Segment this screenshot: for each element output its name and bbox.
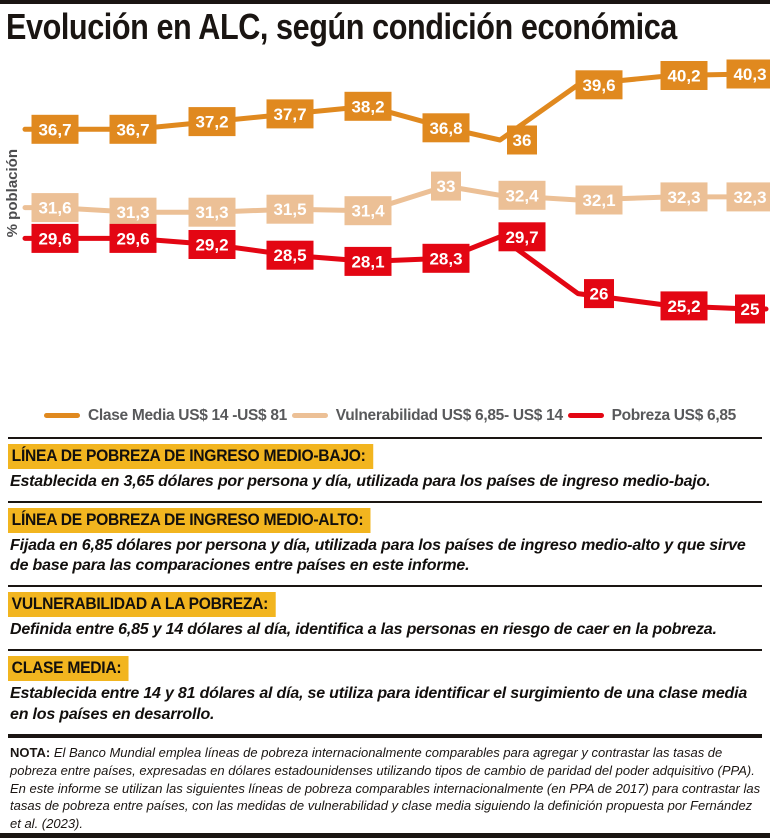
data-label-series0-pt9: 40,3 <box>726 59 770 89</box>
data-label-series1-pt5: 33 <box>431 171 461 201</box>
data-label-series1-pt1: 31,3 <box>109 197 157 227</box>
svg-text:36: 36 <box>513 131 532 150</box>
legend-item-2: Pobreza US$ 6,85 <box>567 406 737 425</box>
data-label-series2-pt5: 28,3 <box>422 243 470 273</box>
data-label-series0-pt0: 36,7 <box>31 114 79 144</box>
svg-text:29,6: 29,6 <box>116 229 149 248</box>
svg-text:38,2: 38,2 <box>351 97 384 116</box>
svg-text:37,2: 37,2 <box>195 112 228 131</box>
chart-canvas: 36,7 36,7 37,2 37,7 38,2 36,8 36 39,6 40,2 40,3 31… <box>22 59 770 324</box>
section-divider <box>8 436 762 439</box>
bottom-rule <box>0 833 770 838</box>
line-chart: 36,7 36,7 37,2 37,7 38,2 36,8 36 39,6 40,2 40,3 31… <box>0 49 770 397</box>
svg-text:25: 25 <box>741 300 760 319</box>
data-label-series1-pt0: 31,6 <box>31 192 79 222</box>
definition-sections: LÍNEA DE POBREZA DE INGRESO MEDIO-BAJO: … <box>0 436 770 834</box>
svg-text:28,1: 28,1 <box>351 252 384 271</box>
svg-text:29,7: 29,7 <box>505 228 538 247</box>
data-label-series0-pt5: 36,8 <box>422 113 470 143</box>
svg-text:36,8: 36,8 <box>429 119 462 138</box>
legend-item-1: Vulnerabilidad US$ 6,85- US$ 14 <box>291 406 563 425</box>
svg-text:31,3: 31,3 <box>116 203 149 222</box>
section-divider <box>8 500 762 503</box>
svg-text:33: 33 <box>437 177 456 196</box>
svg-text:40,2: 40,2 <box>667 66 700 85</box>
nota-divider <box>8 733 762 738</box>
data-label-series1-pt9: 32,3 <box>726 182 770 212</box>
legend-swatch-icon <box>567 413 604 419</box>
data-label-series2-pt4: 28,1 <box>344 246 392 276</box>
svg-text:40,3: 40,3 <box>733 65 766 84</box>
data-label-series1-pt8: 32,3 <box>660 182 708 212</box>
page-title: Evolución en ALC, según condición económ… <box>6 6 677 47</box>
svg-text:29,2: 29,2 <box>195 235 228 254</box>
legend-item-0: Clase Media US$ 14 -US$ 81 <box>44 407 287 425</box>
section-header-vulnerabilidad: VULNERABILIDAD A LA POBREZA: <box>8 592 276 618</box>
chart-legend: Clase Media US$ 14 -US$ 81 Vulnerabilidad… <box>0 397 770 431</box>
svg-text:31,4: 31,4 <box>351 202 385 221</box>
data-label-series0-pt3: 37,7 <box>266 99 314 129</box>
data-label-series0-pt2: 37,2 <box>188 106 236 136</box>
svg-text:37,7: 37,7 <box>273 105 306 124</box>
svg-text:31,3: 31,3 <box>195 203 228 222</box>
data-label-series0-pt8: 40,2 <box>660 60 708 90</box>
data-label-series1-pt7: 32,1 <box>575 185 623 215</box>
svg-text:28,5: 28,5 <box>273 246 306 265</box>
section-body-clase-media: Establecida entre 14 y 81 dólares al día… <box>10 685 748 723</box>
data-label-series2-pt3: 28,5 <box>266 240 314 270</box>
svg-text:25,2: 25,2 <box>667 297 700 316</box>
svg-text:31,6: 31,6 <box>38 198 71 217</box>
svg-text:39,6: 39,6 <box>582 76 615 95</box>
section-divider <box>8 649 762 652</box>
data-label-series2-pt2: 29,2 <box>188 229 236 259</box>
data-label-series1-pt3: 31,5 <box>266 194 314 224</box>
data-label-series1-pt4: 31,4 <box>344 196 392 226</box>
svg-text:32,3: 32,3 <box>667 188 700 207</box>
data-label-series2-pt9: 25 <box>735 294 765 324</box>
data-label-series0-pt6: 36 <box>507 125 537 155</box>
data-label-series1-pt2: 31,3 <box>188 197 236 227</box>
section-header-medio-alto: LÍNEA DE POBREZA DE INGRESO MEDIO-ALTO: <box>8 507 371 533</box>
svg-text:32,3: 32,3 <box>733 188 766 207</box>
data-label-series2-pt6: 29,7 <box>498 222 546 252</box>
svg-text:26: 26 <box>590 284 609 303</box>
legend-label: Pobreza US$ 6,85 <box>611 406 737 424</box>
nota-label: NOTA: <box>10 744 51 760</box>
data-label-series0-pt4: 38,2 <box>344 91 392 121</box>
svg-text:36,7: 36,7 <box>116 120 149 139</box>
data-label-series2-pt0: 29,6 <box>31 223 79 253</box>
nota-text: El Banco Mundial emplea líneas de pobrez… <box>10 744 761 832</box>
data-label-series2-pt8: 25,2 <box>660 291 708 321</box>
legend-label: Clase Media US$ 14 -US$ 81 <box>88 406 287 424</box>
section-body-vulnerabilidad: Definida entre 6,85 y 14 dólares al día,… <box>10 621 717 639</box>
svg-text:29,6: 29,6 <box>38 229 71 248</box>
section-header-medio-bajo: LÍNEA DE POBREZA DE INGRESO MEDIO-BAJO: <box>8 443 373 469</box>
data-label-series2-pt7: 26 <box>584 278 614 308</box>
section-body-medio-bajo: Establecida en 3,65 dólares por persona … <box>10 472 711 490</box>
svg-text:32,4: 32,4 <box>505 186 539 205</box>
svg-text:36,7: 36,7 <box>38 120 71 139</box>
svg-text:31,5: 31,5 <box>273 200 306 219</box>
section-header-clase-media: CLASE MEDIA: <box>8 656 129 682</box>
svg-text:32,1: 32,1 <box>582 191 615 210</box>
legend-swatch-icon <box>291 413 328 419</box>
data-label-series0-pt7: 39,6 <box>575 70 623 100</box>
legend-swatch-icon <box>44 413 80 419</box>
data-label-series2-pt1: 29,6 <box>109 223 157 253</box>
nota-paragraph: NOTA: El Banco Mundial emplea líneas de … <box>10 744 762 834</box>
legend-label: Vulnerabilidad US$ 6,85- US$ 14 <box>335 406 563 424</box>
data-label-series1-pt6: 32,4 <box>498 180 546 210</box>
y-axis-label: % población <box>4 148 21 238</box>
data-label-series0-pt1: 36,7 <box>109 114 157 144</box>
section-divider <box>8 585 762 588</box>
top-rule <box>0 0 770 4</box>
svg-text:28,3: 28,3 <box>429 249 462 268</box>
section-body-medio-alto: Fijada en 6,85 dólares por persona y día… <box>10 536 746 575</box>
